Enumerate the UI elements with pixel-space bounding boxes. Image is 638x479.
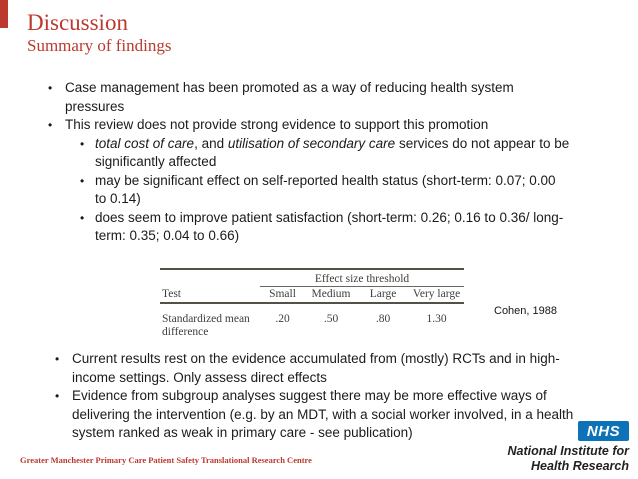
list-item-text: Evidence from subgroup analyses suggest … — [72, 388, 574, 440]
table-cell: .20 — [275, 313, 290, 325]
table-spanner-header: Effect size threshold — [260, 270, 464, 287]
table-cell: .80 — [375, 313, 391, 325]
table-col-header: Very large — [409, 287, 464, 304]
list-item: • Case management has been promoted as a… — [48, 79, 570, 116]
footer-text: Greater Manchester Primary Care Patient … — [20, 455, 312, 465]
table-cell: 1.30 — [426, 313, 447, 325]
table-spacer-cell — [160, 270, 260, 287]
table-col-header: Medium — [305, 287, 357, 304]
table-caption: Cohen, 1988 — [494, 305, 557, 317]
list-item-text: This review does not provide strong evid… — [65, 117, 489, 132]
page-subtitle: Summary of findings — [27, 36, 172, 56]
bullet-icon: • — [80, 173, 85, 188]
table-row-label: Standardized mean difference — [162, 313, 250, 338]
bullet-icon: • — [55, 389, 60, 403]
table-cell: .50 — [323, 313, 339, 325]
bullet-icon: • — [80, 136, 85, 151]
italic-phrase: utilisation of secondary care — [227, 135, 396, 151]
list-item: • total cost of care, and utilisation of… — [80, 135, 570, 172]
findings-list-top: • Case management has been promoted as a… — [48, 79, 570, 246]
plain-phrase: services do not appear to be significant… — [95, 135, 570, 170]
list-item: • Current results rest on the evidence a… — [55, 350, 595, 387]
list-item-text: may be significant effect on self-report… — [95, 172, 556, 207]
findings-list-bottom: • Current results rest on the evidence a… — [55, 350, 595, 443]
plain-phrase: , and — [194, 135, 228, 151]
list-item-text: Current results rest on the evidence acc… — [72, 351, 560, 385]
page-title: Discussion — [27, 10, 128, 35]
list-item: • Evidence from subgroup analyses sugges… — [55, 387, 595, 443]
nihr-branding: NHS National Institute for Health Resear… — [507, 421, 629, 473]
list-item-text: does seem to improve patient satisfactio… — [95, 209, 564, 244]
table-col-header: Large — [357, 287, 409, 304]
italic-phrase: total cost of care — [95, 135, 195, 151]
bullet-icon: • — [80, 210, 85, 225]
nhs-logo-text: NHS — [586, 422, 621, 440]
header: Discussion Summary of findings — [27, 10, 172, 57]
list-item-text: total cost of care, and utilisation of s… — [95, 135, 570, 172]
nhs-logo: NHS — [578, 421, 629, 441]
nihr-name-line2: Health Research — [531, 458, 629, 473]
table-col-header: Small — [260, 287, 305, 304]
nihr-name-line1: National Institute for — [507, 444, 629, 458]
list-item-text: Case management has been promoted as a w… — [65, 80, 514, 114]
list-item: • does seem to improve patient satisfact… — [80, 209, 570, 246]
bullet-icon: • — [48, 81, 53, 95]
table-row-header-label: Test — [160, 287, 260, 304]
list-item: • may be significant effect on self-repo… — [80, 172, 570, 209]
bullet-icon: • — [55, 352, 60, 366]
bullet-icon: • — [48, 118, 53, 132]
effect-size-table: Effect size threshold Test Small Medium … — [160, 268, 464, 338]
list-item: • This review does not provide strong ev… — [48, 116, 570, 135]
red-corner-bar — [0, 0, 8, 28]
